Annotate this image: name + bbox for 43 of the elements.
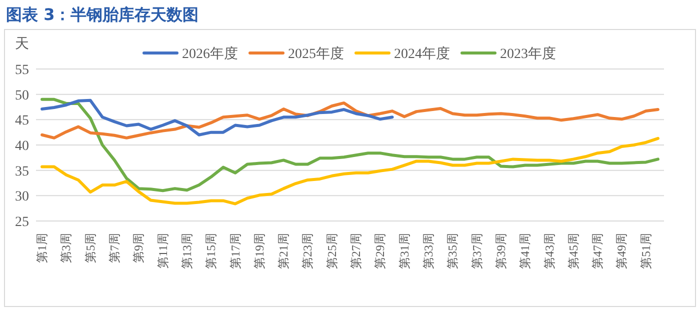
x-tick-label: 第27周	[349, 233, 364, 269]
y-tick-label: 40	[15, 139, 29, 154]
legend-label: 2025年度	[288, 46, 344, 62]
y-tick-label: 25	[15, 215, 29, 230]
y-tick-label: 50	[15, 88, 29, 104]
legend-label: 2026年度	[182, 46, 238, 62]
x-tick-label: 第17周	[228, 233, 242, 269]
x-tick-label: 第45周	[566, 233, 580, 269]
legend-label: 2023年度	[500, 46, 556, 62]
x-tick-label: 第15周	[204, 233, 218, 269]
x-tick-label: 第9周	[132, 233, 146, 263]
x-tick-label: 第33周	[422, 233, 436, 269]
line-series	[40, 98, 660, 192]
line-series	[40, 136, 660, 206]
y-tick-label: 35	[15, 164, 29, 180]
x-tick-label: 第39周	[494, 233, 508, 269]
x-tick-label: 第41周	[518, 233, 532, 269]
x-tick-label: 第5周	[83, 233, 98, 263]
x-tick-label: 第7周	[108, 233, 122, 263]
chart-title: 图表 3：半钢胎库存天数图	[6, 5, 199, 24]
x-tick-label: 第31周	[397, 233, 412, 269]
x-tick-label: 第3周	[59, 233, 74, 263]
x-tick-label: 第49周	[614, 233, 629, 269]
x-tick-label: 第19周	[252, 233, 266, 269]
x-tick-label: 第29周	[373, 233, 388, 269]
x-tick-label: 第21周	[276, 233, 291, 269]
x-tick-label: 第43周	[542, 233, 556, 269]
x-tick-label: 第23周	[300, 233, 315, 269]
y-tick-label: 45	[15, 114, 29, 129]
x-tick-label: 第25周	[324, 233, 339, 269]
x-tick-label: 第11周	[156, 233, 170, 269]
x-tick-label: 第13周	[180, 233, 194, 269]
y-axis-title: 天	[15, 36, 29, 52]
x-tick-label: 第35周	[446, 233, 460, 269]
legend-label: 2024年度	[394, 46, 450, 62]
y-tick-label: 55	[15, 63, 29, 78]
x-tick-label: 第51周	[638, 233, 653, 269]
x-tick-label: 第1周	[35, 233, 50, 263]
x-tick-label: 第47周	[590, 233, 605, 269]
line-series	[40, 101, 660, 140]
line-series	[40, 98, 394, 136]
x-tick-label: 第37周	[470, 233, 484, 269]
y-tick-label: 30	[15, 190, 29, 205]
